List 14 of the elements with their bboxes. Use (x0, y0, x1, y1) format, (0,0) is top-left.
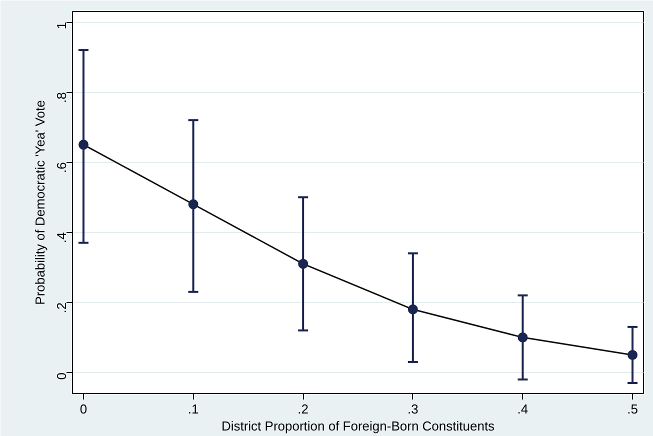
y-tick-label: .4 (54, 232, 69, 244)
y-tick-label: .8 (54, 92, 69, 103)
y-tick-label: .6 (54, 162, 69, 174)
x-tick-label: .2 (298, 402, 309, 416)
y-tick-label: 0 (54, 372, 69, 380)
x-axis-title: District Proportion of Foreign-Born Constituents (221, 418, 496, 434)
x-tick-label: .1 (188, 402, 199, 416)
x-tick-label: .4 (517, 402, 528, 416)
x-tick-label: 0 (80, 402, 88, 416)
y-tick-label: .2 (54, 302, 69, 314)
y-axis-title: Probability of Democratic 'Yea' Vote (32, 100, 48, 305)
x-tick-label: .5 (627, 402, 638, 416)
y-tick-label: 1 (54, 22, 69, 30)
x-tick-label: .3 (407, 402, 418, 416)
